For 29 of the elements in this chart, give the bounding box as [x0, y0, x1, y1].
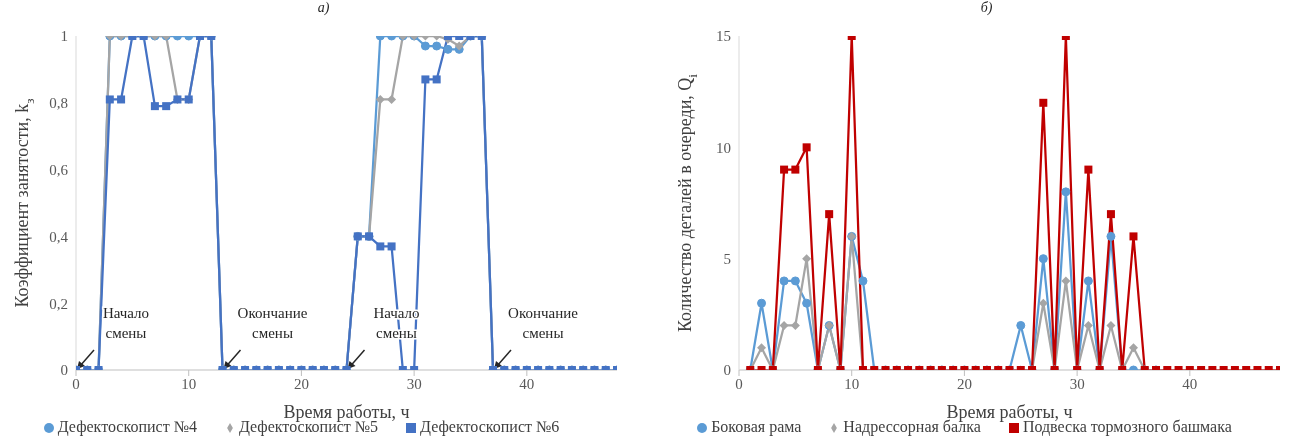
x-tick-label: 30	[1069, 375, 1085, 392]
x-tick-label: 40	[519, 375, 535, 392]
x-tick-label: 20	[956, 375, 972, 392]
chart-title: а)	[316, 0, 331, 16]
y-tick-label: 5	[723, 250, 731, 267]
chart-title: б)	[979, 0, 994, 16]
legend-label: Дефектоскопист №6	[420, 418, 560, 435]
legend-label: Дефектоскопист №4	[57, 418, 197, 435]
annotation: Окончание смены	[508, 305, 579, 341]
x-axis-title: Время работы, ч	[283, 402, 410, 422]
x-tick-label: 40	[1182, 375, 1198, 392]
x-tick-label: 0	[735, 375, 743, 392]
y-tick-label: 0	[60, 362, 68, 379]
x-tick-label: 0	[72, 375, 80, 392]
y-tick-label: 0,4	[49, 228, 69, 245]
x-tick-label: 20	[293, 375, 309, 392]
x-tick-label: 10	[844, 375, 860, 392]
y-tick-label: 1	[60, 28, 68, 45]
y-tick-label: 0	[723, 362, 731, 379]
y-tick-label: 15	[716, 28, 731, 45]
y-tick-label: 0,6	[49, 161, 69, 178]
y-tick-label: 0,2	[49, 295, 68, 312]
legend-label: Боковая рама	[711, 418, 802, 435]
x-tick-label: 30	[406, 375, 422, 392]
x-tick-label: 10	[181, 375, 197, 392]
y-tick-label: 0,8	[49, 95, 68, 112]
annotation: Начало смены	[102, 305, 150, 341]
y-tick-label: 10	[716, 139, 731, 156]
annotation: Окончание смены	[237, 305, 308, 341]
